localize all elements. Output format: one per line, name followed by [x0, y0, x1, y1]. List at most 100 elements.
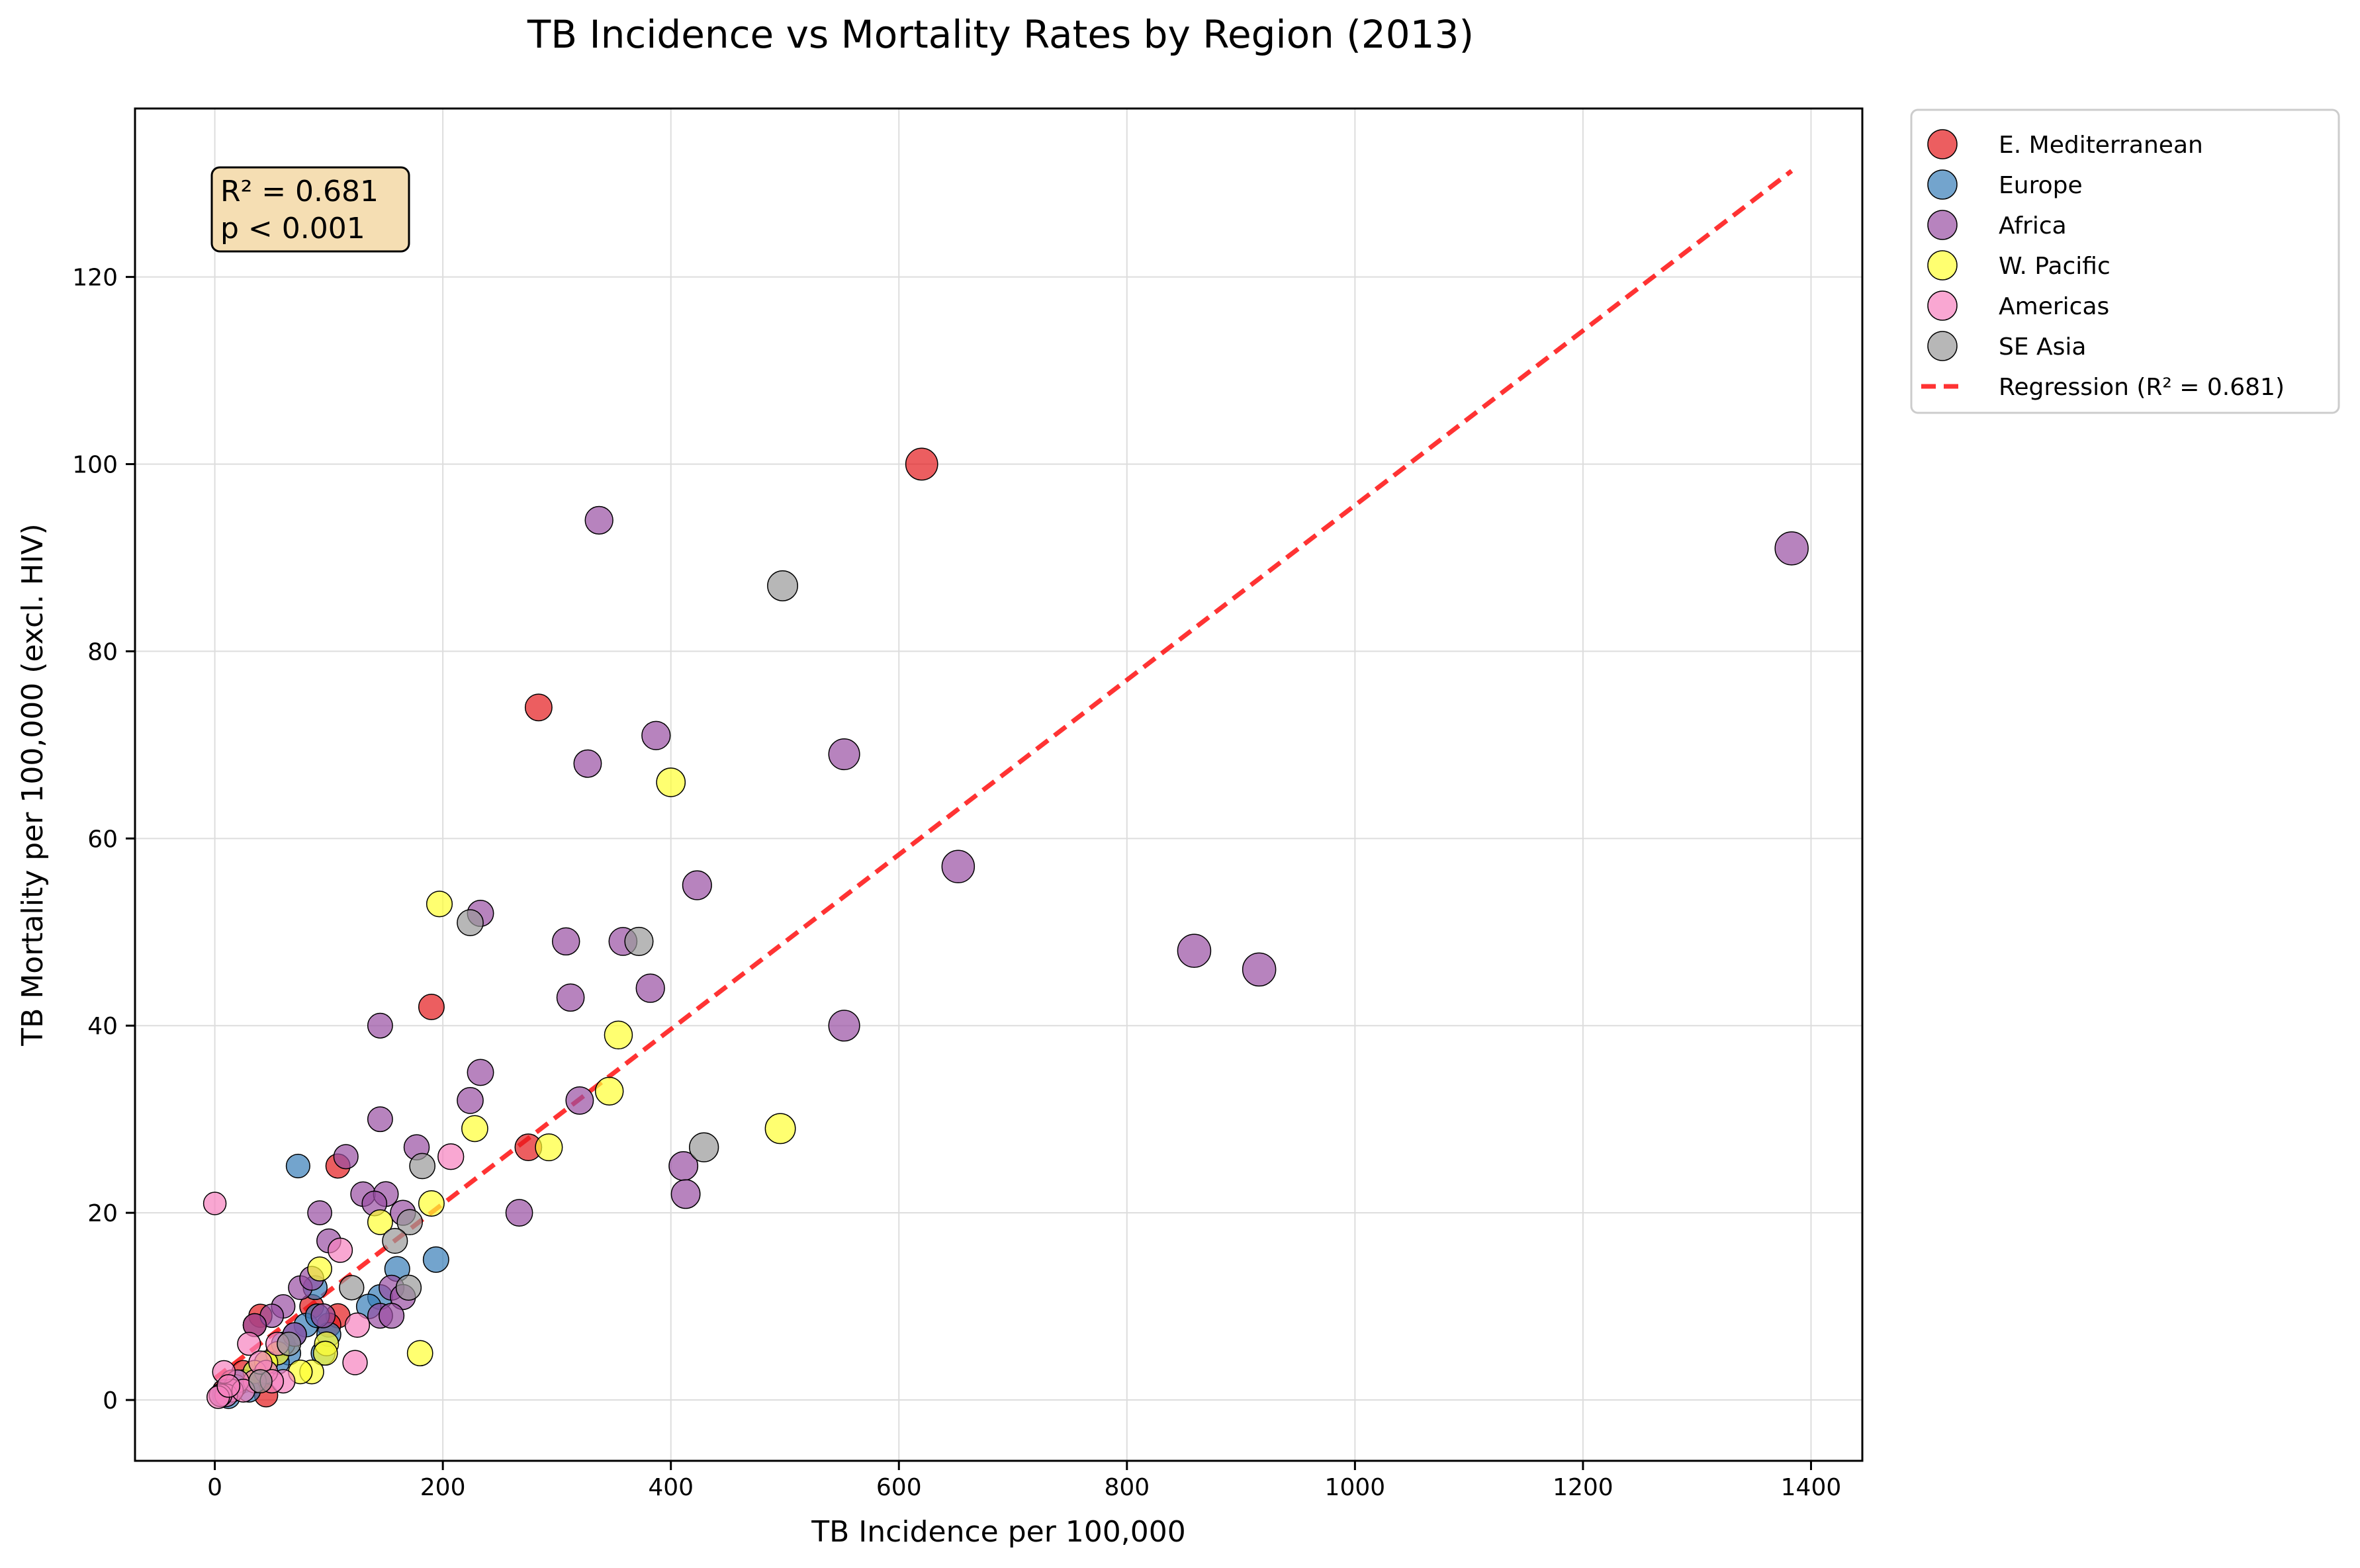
legend: E. Mediterranean Europe Africa W. Pacific Am…: [1910, 109, 2340, 414]
y-tick-label: 100: [72, 452, 118, 479]
point-w-pacific: [418, 1190, 445, 1217]
point-africa: [682, 870, 712, 900]
point-africa: [1177, 934, 1212, 968]
point-africa: [367, 1106, 393, 1133]
legend-marker: [1927, 129, 1958, 159]
stats-annotation-box: [210, 166, 410, 253]
x-tick-label: 800: [1104, 1474, 1150, 1501]
point-se-asia: [277, 1331, 302, 1356]
grid-lines: [135, 109, 1862, 1461]
point-americas: [237, 1332, 261, 1356]
point-africa: [505, 1199, 533, 1227]
point-w-pacific: [406, 1340, 433, 1367]
point-w-pacific: [594, 1076, 624, 1106]
legend-frame: [1910, 109, 2340, 414]
point-se-asia: [248, 1369, 273, 1394]
point-africa: [635, 973, 665, 1003]
legend-marker: [1927, 290, 1958, 321]
point-w-pacific: [764, 1113, 796, 1145]
point-europe: [422, 1246, 449, 1273]
point-w-pacific: [312, 1340, 338, 1366]
y-tick-label: 80: [87, 638, 118, 666]
legend-label: Europe: [1999, 172, 2083, 199]
point-africa: [584, 505, 613, 535]
x-tick-label: 200: [420, 1474, 466, 1501]
chart-title: TB Incidence vs Mortality Rates by Regio…: [527, 12, 1474, 57]
regression-line: [213, 169, 1793, 1381]
x-tick-label: 1000: [1325, 1474, 1386, 1501]
point-africa: [573, 749, 602, 778]
point-se-asia: [395, 1274, 422, 1301]
point-africa: [828, 738, 860, 771]
stats-annotation-p: p < 0.001: [220, 212, 365, 245]
point-africa: [556, 983, 585, 1012]
point-w-pacific: [604, 1020, 633, 1050]
point-americas: [203, 1192, 227, 1215]
point-africa: [828, 1010, 860, 1042]
point-e-mediterranean: [418, 994, 445, 1020]
point-africa: [310, 1303, 336, 1328]
x-tick-label: 1200: [1553, 1474, 1613, 1501]
point-africa: [565, 1086, 594, 1115]
point-europe: [285, 1153, 310, 1178]
point-africa: [1242, 952, 1277, 987]
point-se-asia: [396, 1209, 423, 1236]
plot-frame: [134, 107, 1864, 1462]
point-americas: [437, 1143, 465, 1170]
point-africa: [670, 1179, 701, 1209]
legend-marker: [1927, 250, 1958, 281]
point-americas: [216, 1373, 241, 1398]
point-se-asia: [767, 570, 798, 601]
point-se-asia: [382, 1228, 408, 1254]
regression-layer: [213, 169, 1793, 1381]
y-tick-label: 20: [87, 1200, 118, 1227]
x-tick-label: 1400: [1781, 1474, 1842, 1501]
point-africa: [307, 1200, 332, 1225]
data-points: [203, 447, 1809, 1409]
x-tick-label: 400: [648, 1474, 694, 1501]
point-w-pacific: [535, 1133, 563, 1162]
legend-items: E. Mediterranean Europe Africa W. Pacific Am…: [1921, 129, 2285, 401]
legend-label: SE Asia: [1999, 333, 2087, 361]
point-africa: [333, 1144, 359, 1170]
y-tick-label: 60: [87, 826, 118, 853]
legend-marker: [1927, 331, 1958, 361]
point-africa: [941, 849, 976, 884]
legend-label: E. Mediterranean: [1999, 132, 2203, 159]
point-se-asia: [457, 909, 484, 936]
point-africa: [1774, 531, 1809, 566]
x-tick-label: 0: [207, 1474, 222, 1501]
point-w-pacific: [307, 1256, 332, 1282]
y-axis-label: TB Mortality per 100,000 (excl. HIV): [16, 523, 50, 1046]
point-se-asia: [689, 1132, 719, 1162]
y-tick-label: 40: [87, 1013, 118, 1040]
point-w-pacific: [656, 767, 686, 797]
x-axis-label: TB Incidence per 100,000: [811, 1515, 1186, 1549]
legend-marker: [1927, 169, 1958, 200]
point-e-mediterranean: [905, 447, 938, 481]
legend-label: W. Pacific: [1999, 253, 2110, 280]
point-e-mediterranean: [524, 693, 553, 722]
point-se-asia: [409, 1153, 435, 1180]
legend-label: Americas: [1999, 293, 2109, 320]
point-africa: [467, 1059, 494, 1086]
legend-label: Regression (R² = 0.681): [1999, 374, 2285, 401]
point-africa: [457, 1087, 484, 1114]
stats-annotation-r2: R² = 0.681: [220, 175, 379, 208]
point-africa: [367, 1012, 393, 1039]
legend-label: Africa: [1999, 212, 2067, 240]
x-tick-label: 600: [876, 1474, 922, 1501]
point-se-asia: [624, 926, 654, 956]
axis-ticks: 0 200 400 600 800 1000 1200 1400 0 20 40 60 80 100 120: [72, 265, 1841, 1501]
point-africa: [641, 720, 671, 750]
point-africa: [379, 1303, 405, 1329]
point-se-asia: [339, 1275, 365, 1301]
stats-annotation: R² = 0.681 p < 0.001: [210, 166, 410, 253]
legend-marker: [1927, 210, 1958, 240]
point-w-pacific: [367, 1209, 393, 1235]
point-w-pacific: [461, 1115, 488, 1143]
y-tick-label: 120: [72, 265, 118, 292]
point-africa: [551, 927, 580, 956]
